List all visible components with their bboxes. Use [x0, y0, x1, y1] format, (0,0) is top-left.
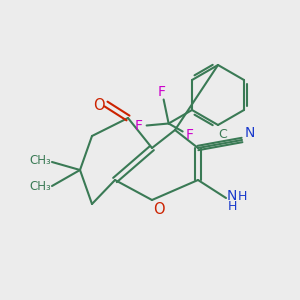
- Text: CH₃: CH₃: [29, 181, 51, 194]
- Text: F: F: [186, 128, 194, 142]
- Text: H: H: [237, 190, 247, 202]
- Text: O: O: [93, 98, 105, 112]
- Text: F: F: [158, 85, 166, 99]
- Text: N: N: [227, 189, 237, 203]
- Text: F: F: [135, 119, 143, 133]
- Text: C: C: [219, 128, 227, 142]
- Text: H: H: [227, 200, 237, 212]
- Text: CH₃: CH₃: [29, 154, 51, 167]
- Text: N: N: [245, 126, 255, 140]
- Text: O: O: [153, 202, 165, 217]
